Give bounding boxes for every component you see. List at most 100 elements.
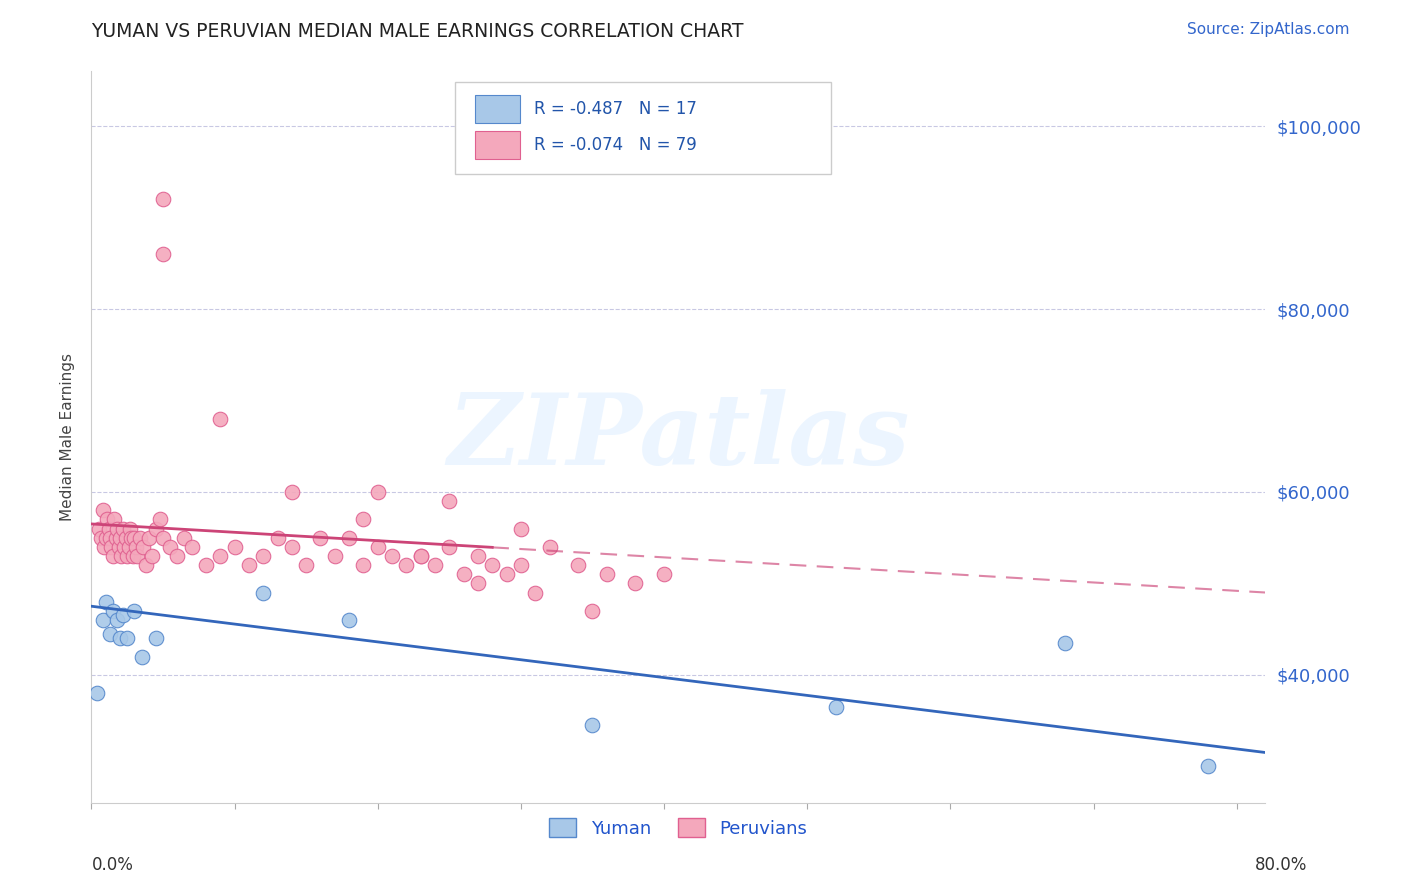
Point <box>309 531 332 545</box>
Point <box>87 521 110 535</box>
Point <box>439 494 461 508</box>
Point <box>98 531 121 545</box>
Point <box>97 521 120 535</box>
Point <box>122 549 145 563</box>
Point <box>238 558 260 573</box>
Point <box>86 686 108 700</box>
Point <box>581 718 603 732</box>
Point <box>152 192 174 206</box>
Point <box>121 531 143 545</box>
Point <box>104 531 127 545</box>
Text: 80.0%: 80.0% <box>1256 856 1308 874</box>
Point <box>90 531 112 545</box>
Point <box>111 521 134 535</box>
Point <box>194 558 217 573</box>
Point <box>114 531 136 545</box>
Point <box>337 531 360 545</box>
Point <box>118 521 141 535</box>
Point <box>127 549 149 563</box>
Point <box>266 531 288 545</box>
Point <box>110 549 132 563</box>
Bar <box>475 131 520 159</box>
Point <box>481 558 503 573</box>
Text: Source: ZipAtlas.com: Source: ZipAtlas.com <box>1187 22 1350 37</box>
Point <box>209 411 232 425</box>
Point <box>423 558 446 573</box>
Point <box>209 549 232 563</box>
Legend: Yuman, Peruvians: Yuman, Peruvians <box>543 811 814 845</box>
Point <box>94 531 117 545</box>
Point <box>129 531 152 545</box>
Point <box>509 558 531 573</box>
Point <box>138 531 160 545</box>
Point <box>91 503 114 517</box>
Point <box>409 549 432 563</box>
Point <box>509 521 531 535</box>
Point <box>101 549 124 563</box>
Point <box>152 247 174 261</box>
Point <box>252 585 274 599</box>
Point <box>381 549 404 563</box>
Point <box>125 540 148 554</box>
Point <box>91 613 114 627</box>
Point <box>115 631 138 645</box>
Point <box>96 512 118 526</box>
Point <box>124 604 146 618</box>
Point <box>108 631 131 645</box>
Point <box>624 576 647 591</box>
Point <box>367 540 389 554</box>
Point <box>124 531 146 545</box>
Point <box>141 549 163 563</box>
Point <box>467 549 489 563</box>
Point <box>1197 759 1219 773</box>
Point <box>108 531 131 545</box>
Point <box>825 699 848 714</box>
Point <box>224 540 246 554</box>
Point <box>1053 636 1076 650</box>
Point <box>103 512 125 526</box>
Text: R = -0.487   N = 17: R = -0.487 N = 17 <box>534 100 697 118</box>
Text: YUMAN VS PERUVIAN MEDIAN MALE EARNINGS CORRELATION CHART: YUMAN VS PERUVIAN MEDIAN MALE EARNINGS C… <box>91 22 744 41</box>
Point <box>105 613 128 627</box>
Point <box>152 531 174 545</box>
Point <box>367 484 389 499</box>
Bar <box>475 95 520 122</box>
Point <box>145 521 167 535</box>
Point <box>94 594 117 608</box>
Point <box>439 540 461 554</box>
Y-axis label: Median Male Earnings: Median Male Earnings <box>60 353 76 521</box>
Point <box>323 549 346 563</box>
Point <box>409 549 432 563</box>
Point <box>281 484 304 499</box>
Point <box>495 567 517 582</box>
Point <box>101 604 124 618</box>
Point <box>524 585 547 599</box>
Point <box>252 549 274 563</box>
Point <box>105 521 128 535</box>
Point <box>166 549 188 563</box>
Point <box>567 558 589 573</box>
Point <box>115 549 138 563</box>
Point <box>135 558 157 573</box>
Point <box>117 540 139 554</box>
Point <box>149 512 172 526</box>
Point <box>98 626 121 640</box>
Point <box>93 540 115 554</box>
Point <box>453 567 475 582</box>
Point <box>132 540 155 554</box>
Point <box>131 649 153 664</box>
FancyBboxPatch shape <box>456 82 831 174</box>
Point <box>281 540 304 554</box>
Point <box>467 576 489 591</box>
Text: R = -0.074   N = 79: R = -0.074 N = 79 <box>534 136 697 154</box>
Text: ZIPatlas: ZIPatlas <box>447 389 910 485</box>
Point <box>538 540 561 554</box>
Point <box>111 608 134 623</box>
Point <box>173 531 195 545</box>
Point <box>295 558 318 573</box>
Point <box>652 567 675 582</box>
Point <box>337 613 360 627</box>
Point <box>100 540 122 554</box>
Point <box>352 512 374 526</box>
Point <box>159 540 181 554</box>
